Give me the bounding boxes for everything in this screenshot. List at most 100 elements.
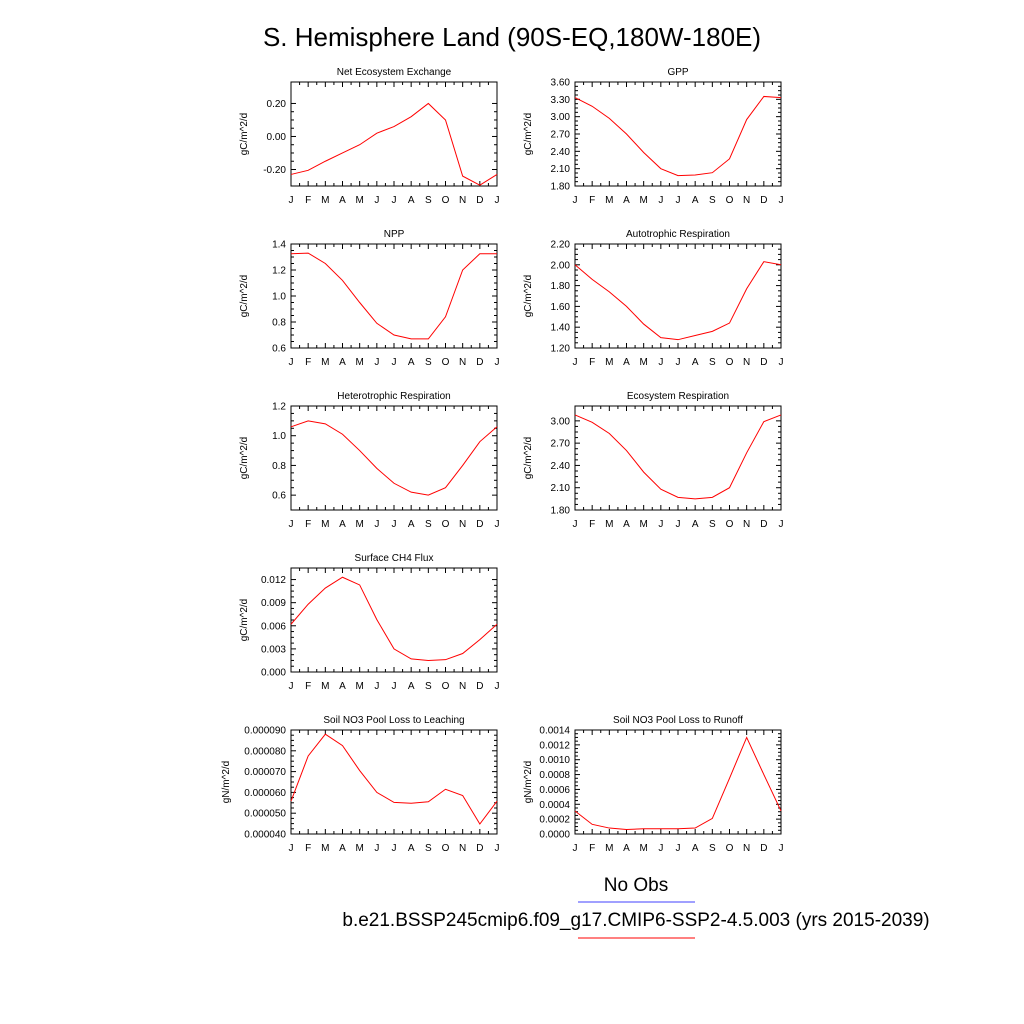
x-tick-label: A <box>692 195 699 206</box>
x-tick-label: J <box>658 519 663 530</box>
x-tick-label: J <box>779 357 784 368</box>
series-line <box>574 95 782 177</box>
legend-label-obs: No Obs <box>604 875 668 896</box>
x-tick-label: D <box>476 843 483 854</box>
panel-title: NPP <box>384 229 405 240</box>
series-line <box>290 733 498 825</box>
x-tick-label: J <box>289 357 294 368</box>
y-tick-label: 3.30 <box>551 95 571 106</box>
x-tick-label: S <box>425 195 432 206</box>
x-tick-label: M <box>321 357 329 368</box>
x-tick-label: A <box>339 519 346 530</box>
x-tick-label: J <box>779 519 784 530</box>
x-tick-label: J <box>374 843 379 854</box>
x-tick-label: N <box>743 519 750 530</box>
x-tick-label: J <box>374 681 379 692</box>
y-tick-label: 1.4 <box>272 240 286 251</box>
y-tick-label: 3.60 <box>551 78 571 89</box>
x-tick-label: M <box>605 195 613 206</box>
x-tick-label: A <box>339 195 346 206</box>
panel-title: Ecosystem Respiration <box>627 391 729 402</box>
x-tick-label: J <box>289 519 294 530</box>
x-tick-label: J <box>779 195 784 206</box>
x-tick-label: M <box>355 357 363 368</box>
x-tick-label: D <box>760 195 767 206</box>
x-tick-label: A <box>692 357 699 368</box>
x-tick-label: O <box>442 681 450 692</box>
legend: No Obs b.e21.BSSP245cmip6.f09_g17.CMIP6-… <box>342 875 930 939</box>
x-tick-label: D <box>476 357 483 368</box>
y-tick-label: 1.0 <box>272 431 286 442</box>
series-line <box>290 252 497 340</box>
x-tick-label: J <box>392 195 397 206</box>
x-tick-label: A <box>692 843 699 854</box>
y-tick-label: 1.60 <box>551 302 571 313</box>
series-line <box>290 576 498 661</box>
x-tick-label: N <box>459 357 466 368</box>
y-tick-label: 1.80 <box>551 182 571 193</box>
x-tick-label: J <box>573 357 578 368</box>
y-tick-label: 0.8 <box>272 318 286 329</box>
y-tick-label: 2.70 <box>551 439 571 450</box>
series-line <box>574 736 782 831</box>
x-tick-label: S <box>425 519 432 530</box>
x-tick-label: D <box>760 357 767 368</box>
x-tick-label: D <box>760 519 767 530</box>
x-tick-label: J <box>676 843 681 854</box>
x-tick-label: N <box>459 195 466 206</box>
y-tick-label: 2.10 <box>551 164 571 175</box>
x-tick-label: O <box>442 195 450 206</box>
plot-frame <box>574 243 782 349</box>
plot-frame <box>574 405 782 511</box>
x-tick-label: M <box>639 357 647 368</box>
y-tick-label: 0.000070 <box>244 767 286 778</box>
y-tick-label: 2.40 <box>551 461 571 472</box>
plot-frame <box>290 729 498 835</box>
x-tick-label: M <box>639 195 647 206</box>
x-tick-label: O <box>726 195 734 206</box>
y-tick-label: 0.009 <box>261 598 286 609</box>
y-tick-label: 0.0000 <box>539 830 570 841</box>
x-tick-label: J <box>495 843 500 854</box>
y-axis-label: gN/m^2/d <box>221 761 232 804</box>
y-tick-label: 0.000080 <box>244 746 286 757</box>
panel-title: Surface CH4 Flux <box>355 553 434 564</box>
y-tick-label: 2.40 <box>551 147 571 158</box>
x-tick-label: F <box>589 195 595 206</box>
y-axis-label: gC/m^2/d <box>523 275 534 318</box>
y-tick-label: 0.000090 <box>244 726 286 737</box>
x-tick-label: J <box>289 681 294 692</box>
x-tick-label: A <box>692 519 699 530</box>
x-tick-label: J <box>573 195 578 206</box>
x-tick-label: D <box>476 195 483 206</box>
x-tick-label: F <box>305 843 311 854</box>
x-tick-label: S <box>709 195 716 206</box>
y-tick-label: 1.2 <box>272 266 286 277</box>
x-tick-label: A <box>623 519 630 530</box>
x-tick-label: A <box>408 681 415 692</box>
y-tick-label: 2.10 <box>551 483 571 494</box>
x-tick-label: M <box>321 195 329 206</box>
x-tick-label: M <box>321 681 329 692</box>
x-tick-label: J <box>658 843 663 854</box>
y-tick-label: 0.000060 <box>244 788 286 799</box>
x-tick-label: A <box>339 357 346 368</box>
x-tick-label: S <box>709 843 716 854</box>
x-tick-label: A <box>623 195 630 206</box>
y-axis-label: gC/m^2/d <box>239 437 250 480</box>
y-tick-label: 0.00 <box>267 132 287 143</box>
y-tick-label: 1.0 <box>272 292 286 303</box>
x-tick-label: M <box>605 519 613 530</box>
x-tick-label: F <box>589 357 595 368</box>
y-axis-label: gC/m^2/d <box>239 275 250 318</box>
x-tick-label: J <box>658 357 663 368</box>
x-tick-label: M <box>355 519 363 530</box>
x-tick-label: A <box>408 357 415 368</box>
x-tick-label: S <box>709 357 716 368</box>
x-tick-label: S <box>425 843 432 854</box>
